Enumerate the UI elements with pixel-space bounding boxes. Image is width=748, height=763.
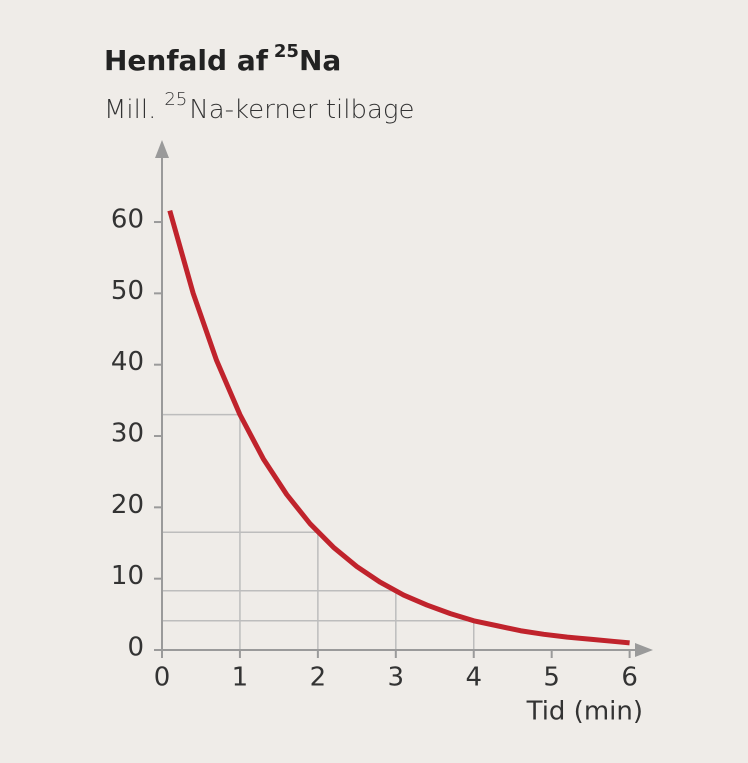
x-axis-label: Tid (min) — [526, 697, 643, 727]
x-tick-label: 3 — [388, 663, 405, 693]
y-axis-arrow — [155, 140, 169, 158]
chart-title: Henfald af 25Na — [104, 41, 341, 77]
y-tick-label: 30 — [111, 419, 144, 449]
y-axis-label: Mill. 25Na-kerner tilbage — [104, 89, 415, 125]
x-tick-label: 2 — [310, 663, 327, 693]
x-tick-label: 4 — [465, 663, 482, 693]
y-label-text: Mill. — [104, 95, 156, 125]
title-text: Henfald af — [104, 44, 269, 77]
title-superscript: 25 — [274, 41, 299, 62]
x-tick-label: 1 — [232, 663, 249, 693]
y-tick-label: 50 — [111, 276, 144, 306]
y-label-rest: Na-kerner tilbage — [189, 95, 414, 125]
y-tick-label: 20 — [111, 490, 144, 520]
x-tick-label: 6 — [621, 663, 638, 693]
y-tick-label: 10 — [111, 561, 144, 591]
x-tick-label: 0 — [154, 663, 171, 693]
title-element: Na — [299, 44, 341, 77]
x-tick-label: 5 — [543, 663, 560, 693]
y-tick-label: 0 — [127, 633, 144, 663]
y-label-superscript: 25 — [164, 89, 187, 110]
y-tick-label: 60 — [111, 205, 144, 235]
x-axis-arrow — [635, 643, 653, 657]
y-tick-label: 40 — [111, 347, 144, 377]
decay-curve — [167, 209, 630, 646]
